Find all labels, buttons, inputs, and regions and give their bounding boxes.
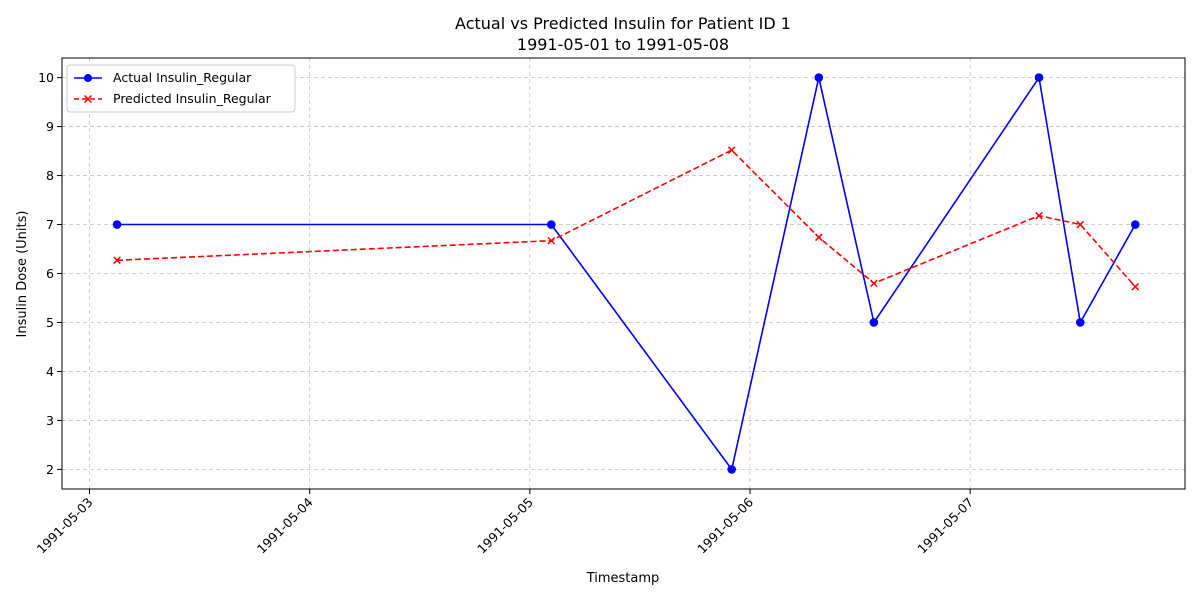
- data-point-predicted: [1035, 211, 1043, 220]
- y-tick-label: 6: [46, 266, 54, 281]
- series-line-predicted: [116, 149, 1136, 288]
- data-point-predicted: [547, 236, 556, 245]
- legend-marker-actual: [84, 74, 92, 82]
- data-point-actual: [1034, 73, 1044, 82]
- y-tick-label: 7: [46, 217, 54, 232]
- data-point-actual: [727, 465, 736, 474]
- x-axis-label: Timestamp: [586, 571, 660, 586]
- data-point-predicted: [1131, 282, 1140, 291]
- data-point-actual: [869, 318, 879, 327]
- chart-title: Actual vs Predicted Insulin for Patient …: [455, 14, 791, 33]
- data-point-predicted: [113, 256, 121, 265]
- grid-layer: [62, 58, 1185, 489]
- chart-subtitle: 1991-05-01 to 1991-05-08: [517, 35, 729, 54]
- y-tick-label: 9: [46, 119, 54, 134]
- legend-frame: [66, 64, 296, 113]
- legend-label-actual: Actual Insulin_Regular: [113, 70, 252, 85]
- data-point-predicted: [1076, 220, 1085, 229]
- data-point-actual: [112, 220, 122, 229]
- legend-label-predicted: Predicted Insulin_Regular: [113, 91, 272, 106]
- data-point-predicted: [870, 279, 878, 288]
- y-tick-label: 4: [46, 364, 54, 379]
- data-point-actual: [546, 220, 556, 229]
- y-axis-label: Insulin Dose (Units): [15, 211, 30, 338]
- series-line-actual: [117, 76, 1136, 471]
- y-tick-label: 2: [46, 462, 54, 477]
- series-layer: [112, 73, 1140, 474]
- y-tick-label: 3: [46, 413, 54, 428]
- data-point-predicted: [814, 233, 823, 242]
- data-point-actual: [814, 73, 824, 82]
- y-tick-label: 10: [38, 70, 54, 85]
- legend: Actual Insulin_Regular Predicted Insulin…: [66, 64, 296, 113]
- y-tick-label: 5: [46, 315, 54, 330]
- legend-marker-predicted: [83, 94, 93, 104]
- data-point-predicted: [727, 146, 736, 154]
- y-tick-label: 8: [46, 168, 54, 183]
- data-point-actual: [1131, 220, 1140, 229]
- data-point-actual: [1075, 318, 1085, 327]
